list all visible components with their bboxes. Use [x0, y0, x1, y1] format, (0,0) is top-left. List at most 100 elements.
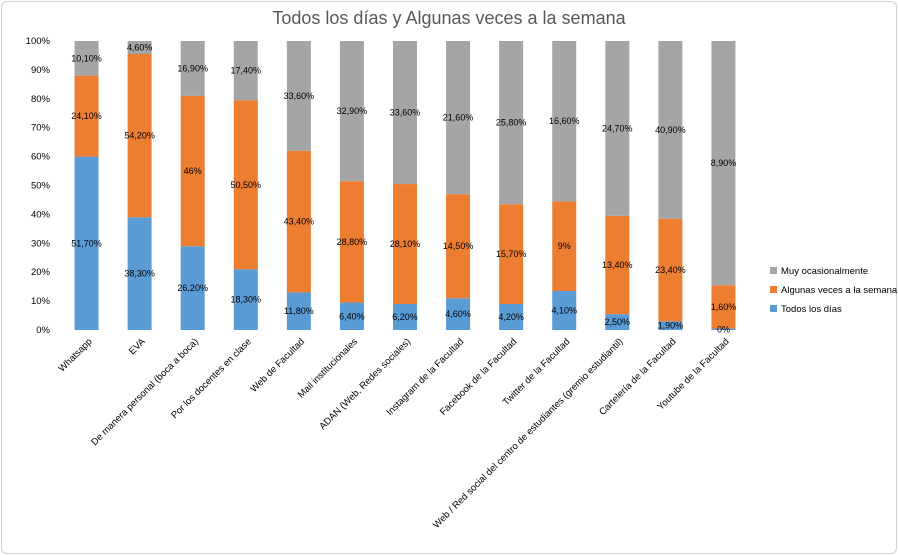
- bar-segment: [180, 95, 205, 247]
- y-tick-label: 70%: [31, 123, 51, 134]
- bar-segment: [393, 184, 417, 304]
- y-tick-label: 60%: [31, 152, 51, 163]
- data-label: 43,40%: [284, 217, 315, 227]
- data-label: 40,90%: [655, 125, 686, 135]
- data-label: 51,70%: [71, 238, 102, 248]
- data-label: 28,10%: [390, 239, 421, 249]
- bar-segment: [233, 41, 258, 101]
- bar-segment: [605, 41, 630, 216]
- bar-segment: [233, 269, 258, 330]
- data-label: 4,60%: [445, 309, 471, 319]
- bar-segment: [74, 156, 99, 330]
- bar-segment: [180, 246, 205, 330]
- data-label: 33,60%: [390, 108, 421, 118]
- bar-segment: [552, 201, 577, 291]
- legend-label: Todos los días: [781, 304, 842, 315]
- y-tick-label: 30%: [31, 238, 51, 249]
- bar-segment: [286, 41, 311, 151]
- bar-segment: [499, 204, 524, 304]
- data-label: 13,40%: [602, 260, 633, 270]
- bar-segment: [499, 303, 524, 330]
- data-label: 24,10%: [71, 111, 102, 121]
- data-label: 23,40%: [655, 265, 686, 275]
- y-tick-label: 0%: [36, 325, 50, 336]
- bar-segment: [339, 302, 364, 330]
- bar-segment: [339, 181, 364, 303]
- bar-segment: [711, 328, 736, 330]
- x-tick-label: ADAN (Web, Redes sociales): [317, 336, 413, 432]
- y-tick-label: 40%: [31, 209, 51, 220]
- bar-segment: [605, 314, 630, 330]
- x-tick-label: EVA: [127, 336, 148, 357]
- data-label: 50,50%: [231, 180, 262, 190]
- bar-segment: [339, 41, 364, 182]
- data-label: 4,10%: [551, 305, 577, 315]
- bar-segment: [233, 100, 258, 270]
- y-tick-label: 10%: [31, 296, 51, 307]
- data-label: 25,80%: [496, 118, 527, 128]
- bar-segment: [446, 194, 471, 299]
- data-label: 18,30%: [231, 295, 262, 305]
- bar-segment: [127, 54, 152, 218]
- bar-segment: [552, 290, 577, 330]
- data-label: 1,90%: [658, 321, 684, 331]
- legend-swatch: [770, 286, 777, 293]
- legend-label: Algunas veces a la semana: [781, 285, 898, 296]
- data-label: 16,90%: [177, 63, 208, 73]
- data-label: 11,80%: [284, 306, 314, 316]
- data-label: 54,20%: [124, 131, 155, 141]
- bar-segment: [127, 41, 152, 55]
- data-label: 8,90%: [711, 158, 737, 168]
- data-label: 17,40%: [231, 66, 262, 76]
- data-label: 4,20%: [498, 312, 524, 322]
- data-label: 21,60%: [443, 113, 474, 123]
- data-label: 6,20%: [392, 312, 418, 322]
- chart-title: Todos los días y Algunas veces a la sema…: [272, 8, 626, 28]
- data-label: 38,30%: [124, 269, 155, 279]
- legend-label: Muy ocasionalmente: [781, 266, 868, 277]
- data-label: 15,70%: [496, 249, 527, 259]
- y-tick-label: 80%: [31, 94, 51, 105]
- bar-segment: [180, 41, 205, 96]
- data-label: 26,20%: [177, 283, 208, 293]
- bar-segment: [711, 41, 736, 286]
- data-label: 4,60%: [127, 43, 153, 53]
- data-label: 16,60%: [549, 116, 580, 126]
- data-label: 24,70%: [602, 123, 633, 133]
- data-label: 2,50%: [605, 317, 631, 327]
- data-label: 14,50%: [443, 241, 474, 251]
- data-label: 28,80%: [337, 237, 368, 247]
- y-tick-label: 90%: [31, 65, 51, 76]
- legend-swatch: [770, 305, 777, 312]
- bar-segment: [127, 217, 152, 330]
- data-label: 1,60%: [711, 302, 737, 312]
- y-tick-label: 20%: [31, 267, 51, 278]
- bar-segment: [393, 303, 417, 330]
- bar-segment: [552, 41, 577, 202]
- bar-segment: [711, 285, 736, 329]
- bar-segment: [446, 298, 471, 330]
- bar-segment: [499, 41, 524, 205]
- x-tick-label: Web / Red social del centro de estudiant…: [431, 336, 625, 530]
- bar-segment: [74, 75, 99, 157]
- data-label: 6,40%: [339, 311, 365, 321]
- bar-segment: [393, 41, 417, 185]
- x-tick-label: De manera personal (boca a boca): [89, 336, 201, 448]
- bar-segment: [286, 292, 311, 330]
- bar-segment: [446, 41, 471, 195]
- bar-segment: [286, 150, 311, 293]
- data-label: 0%: [717, 324, 730, 334]
- bar-segment: [658, 321, 683, 330]
- y-tick-label: 100%: [26, 36, 51, 47]
- bar-segment: [658, 218, 683, 322]
- y-tick-label: 50%: [31, 181, 51, 192]
- data-label: 10,10%: [71, 53, 102, 63]
- bar-segment: [74, 41, 99, 76]
- data-label: 46%: [184, 166, 202, 176]
- data-label: 33,60%: [284, 91, 315, 101]
- x-tick-label: Web de Facultad: [249, 336, 307, 394]
- x-tick-label: Whatsapp: [57, 336, 95, 374]
- bar-segment: [605, 215, 630, 315]
- bar-segment: [658, 41, 683, 219]
